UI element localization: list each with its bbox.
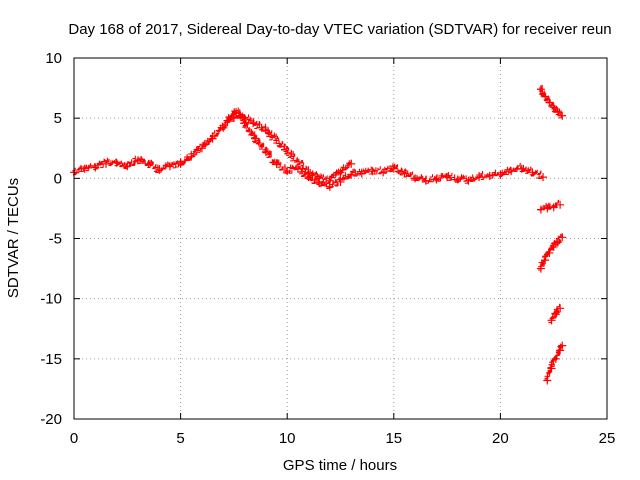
data-trace bbox=[242, 119, 256, 140]
data-trace bbox=[547, 99, 554, 107]
data-trace bbox=[156, 161, 170, 173]
data-point bbox=[80, 164, 89, 173]
data-trace bbox=[337, 172, 352, 181]
data-point bbox=[558, 341, 567, 350]
data-trace bbox=[326, 176, 341, 189]
data-trace bbox=[93, 158, 106, 170]
y-tick-label: -10 bbox=[40, 291, 62, 308]
data-trace bbox=[178, 154, 192, 166]
data-trace bbox=[209, 122, 224, 140]
data-trace bbox=[349, 168, 362, 177]
data-trace bbox=[499, 166, 511, 178]
data-trace bbox=[199, 136, 213, 150]
x-tick-label: 15 bbox=[385, 430, 402, 447]
data-point bbox=[556, 200, 565, 209]
x-axis-label: GPS time / hours bbox=[283, 457, 397, 474]
data-point bbox=[558, 233, 567, 242]
data-trace bbox=[370, 166, 382, 175]
data-point bbox=[556, 304, 565, 313]
data-point bbox=[539, 173, 548, 182]
data-point bbox=[347, 159, 356, 168]
x-tick-labels: 0 5 10 15 20 25 bbox=[70, 430, 616, 447]
data-point bbox=[389, 164, 398, 173]
y-tick-label: 10 bbox=[45, 50, 62, 67]
data-trace bbox=[225, 108, 236, 121]
data-trace bbox=[541, 249, 550, 261]
x-tick-label: 25 bbox=[599, 430, 616, 447]
series-segment-c bbox=[536, 233, 567, 273]
y-tick-label: -5 bbox=[49, 231, 62, 248]
data-points bbox=[70, 84, 567, 385]
axis-ticks bbox=[73, 57, 608, 420]
data-trace bbox=[554, 108, 562, 119]
y-tick-label: -20 bbox=[40, 411, 62, 428]
x-tick-label: 0 bbox=[70, 430, 78, 447]
y-tick-label: 5 bbox=[54, 110, 62, 127]
data-trace bbox=[552, 199, 560, 209]
data-trace bbox=[544, 364, 552, 381]
x-tick-label: 10 bbox=[279, 430, 296, 447]
series-segment-b bbox=[536, 199, 565, 214]
chart-title: Day 168 of 2017, Sidereal Day-to-day VTE… bbox=[68, 21, 611, 38]
data-trace bbox=[188, 143, 202, 159]
series-segment-d bbox=[547, 303, 565, 325]
series-main bbox=[70, 111, 548, 191]
data-trace bbox=[284, 164, 297, 174]
series-segment-a bbox=[536, 84, 567, 120]
y-tick-label: -15 bbox=[40, 351, 62, 368]
data-trace bbox=[519, 165, 532, 174]
x-tick-label: 5 bbox=[176, 430, 184, 447]
y-tick-labels: -20 -15 -10 -5 0 5 10 bbox=[40, 50, 62, 428]
data-point bbox=[257, 123, 266, 132]
data-trace bbox=[391, 163, 404, 176]
data-trace bbox=[263, 126, 309, 174]
data-point bbox=[432, 175, 441, 184]
data-point bbox=[558, 111, 567, 120]
data-trace bbox=[538, 202, 548, 211]
data-trace bbox=[486, 169, 499, 179]
plot-frame bbox=[73, 57, 608, 420]
x-tick-label: 20 bbox=[492, 430, 509, 447]
data-trace bbox=[233, 107, 246, 120]
data-trace bbox=[539, 84, 545, 97]
y-tick-label: 0 bbox=[54, 170, 62, 187]
data-trace bbox=[434, 172, 448, 182]
data-trace bbox=[252, 134, 266, 154]
series-upper-branch bbox=[223, 107, 356, 185]
data-trace bbox=[242, 114, 254, 124]
series-segment-e bbox=[543, 341, 567, 385]
data-point bbox=[315, 174, 324, 183]
data-trace bbox=[306, 169, 319, 180]
grid bbox=[74, 58, 607, 419]
data-trace bbox=[250, 119, 261, 129]
y-axis-label: SDTVAR / TECUs bbox=[5, 178, 22, 298]
data-trace bbox=[538, 257, 545, 271]
